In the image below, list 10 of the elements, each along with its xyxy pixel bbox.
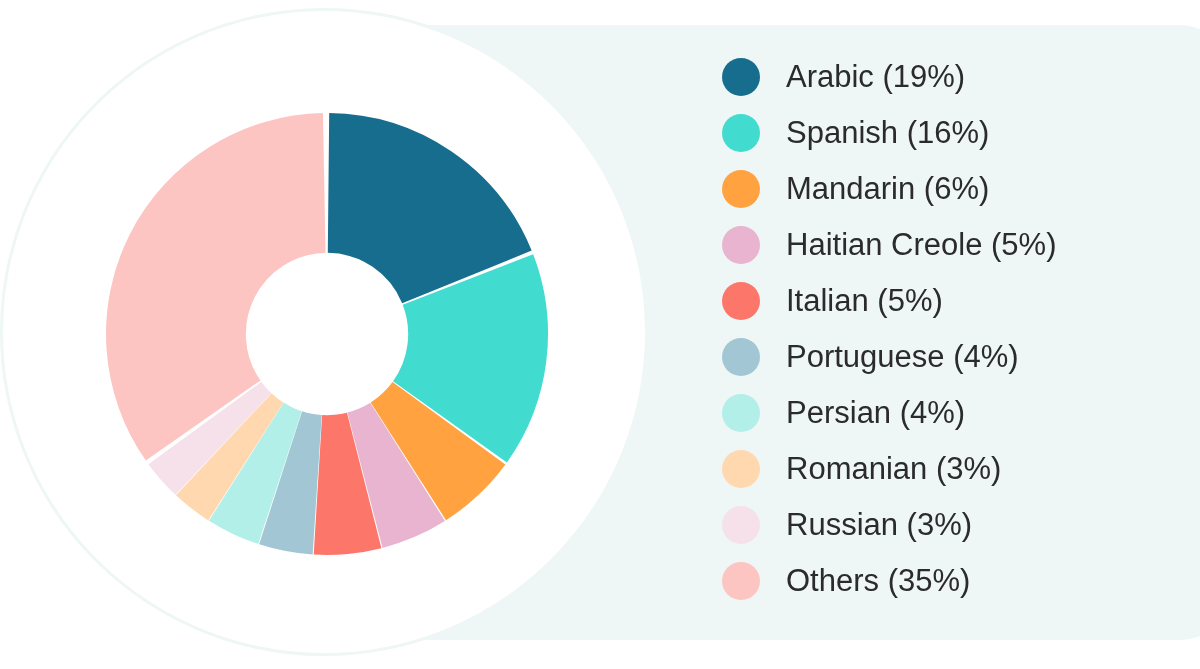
legend-label: Persian (4%) (786, 395, 966, 431)
legend-label: Mandarin (6%) (786, 171, 990, 207)
legend-label: Arabic (19%) (786, 59, 966, 95)
legend-label: Russian (3%) (786, 507, 973, 543)
legend-label: Spanish (16%) (786, 115, 990, 151)
legend-label: Others (35%) (786, 563, 971, 599)
legend-label: Italian (5%) (786, 283, 943, 319)
legend-label: Romanian (3%) (786, 451, 1002, 487)
legend-label: Haitian Creole (5%) (786, 227, 1057, 263)
legend-label: Portuguese (4%) (786, 339, 1019, 375)
